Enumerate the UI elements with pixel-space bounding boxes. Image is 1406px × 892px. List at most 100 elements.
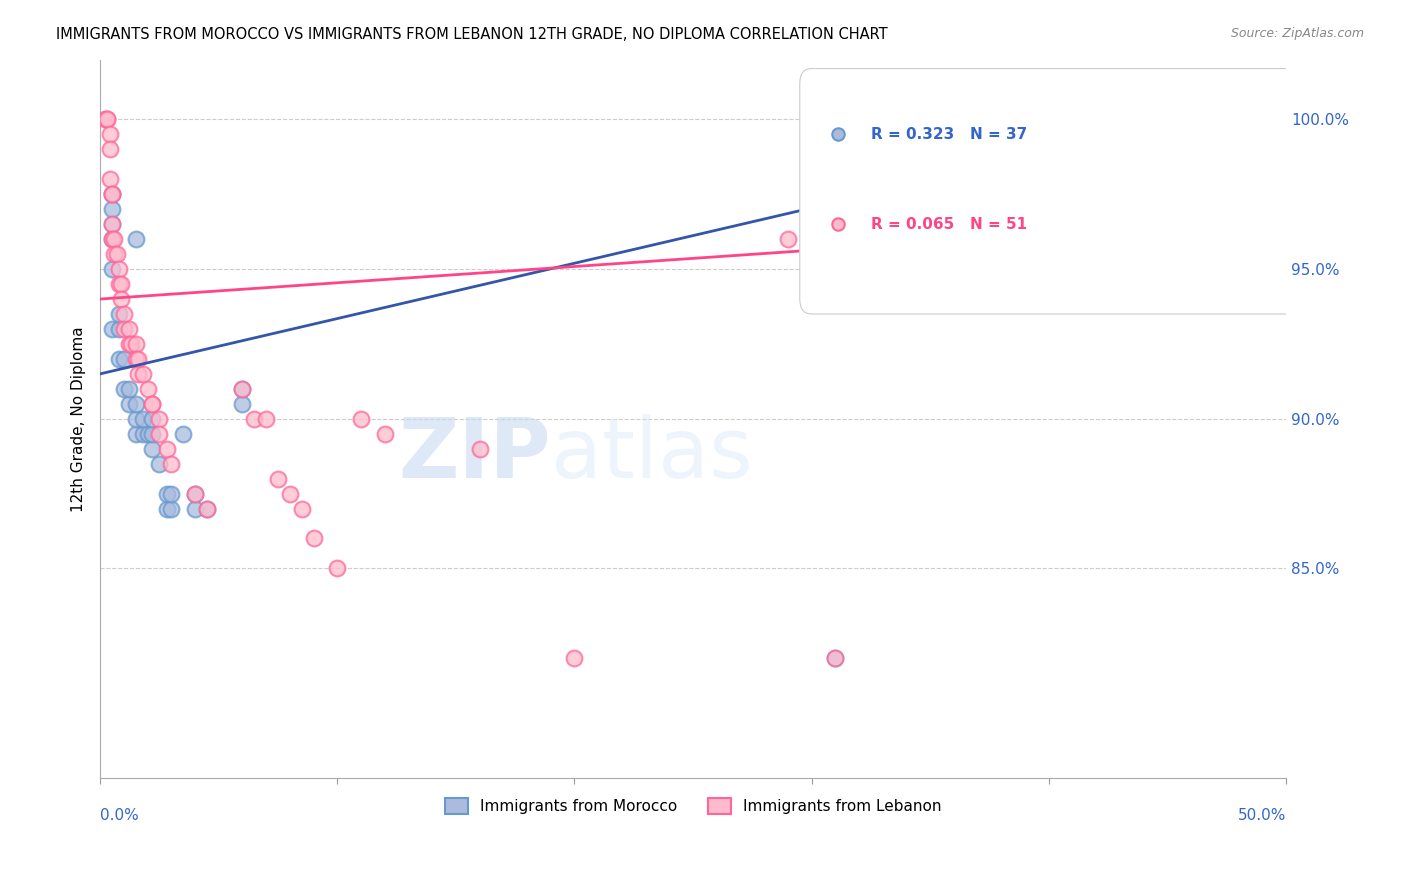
Text: R = 0.323   N = 37: R = 0.323 N = 37 [870,127,1028,142]
Point [112,351,135,366]
Point [112,307,135,321]
Point [136,382,159,396]
Point [824,112,846,127]
Point [108,322,131,336]
Point [125,397,148,411]
Point [101,187,124,202]
Point [1180,112,1202,127]
Point [302,532,325,546]
Point [125,232,148,246]
Point [141,397,163,411]
Point [267,472,290,486]
Point [101,217,124,231]
Point [837,112,859,127]
Text: R = 0.065   N = 51: R = 0.065 N = 51 [870,217,1026,232]
Point [148,426,170,441]
Point [195,501,218,516]
Point [776,232,799,246]
Text: IMMIGRANTS FROM MOROCCO VS IMMIGRANTS FROM LEBANON 12TH GRADE, NO DIPLOMA CORREL: IMMIGRANTS FROM MOROCCO VS IMMIGRANTS FR… [56,27,887,42]
Point [172,426,194,441]
Point [231,382,253,396]
Point [468,442,491,456]
Y-axis label: 12th Grade, No Diploma: 12th Grade, No Diploma [72,326,86,512]
Point [103,232,125,246]
Point [112,382,135,396]
Point [98,172,121,186]
Point [112,322,135,336]
Point [132,426,155,441]
Point [350,411,373,425]
Point [117,337,139,351]
Point [195,501,218,516]
Point [101,187,124,202]
Text: Source: ZipAtlas.com: Source: ZipAtlas.com [1230,27,1364,40]
Point [141,442,163,456]
Point [141,411,163,425]
Point [125,337,148,351]
Point [160,486,183,500]
Point [96,112,118,127]
Point [155,501,177,516]
Point [110,292,132,306]
Point [155,486,177,500]
Point [132,367,155,381]
Legend: Immigrants from Morocco, Immigrants from Lebanon: Immigrants from Morocco, Immigrants from… [439,792,948,821]
Point [148,411,170,425]
Point [101,202,124,217]
Text: 50.0%: 50.0% [1237,808,1286,823]
Point [184,501,207,516]
Point [96,112,118,127]
Point [108,307,131,321]
Point [108,351,131,366]
Point [101,322,124,336]
Point [564,651,586,665]
Point [101,217,124,231]
Point [108,277,131,291]
Point [101,262,124,277]
Point [101,232,124,246]
Point [101,187,124,202]
FancyBboxPatch shape [800,69,1346,314]
Point [132,411,155,425]
Point [98,142,121,156]
Point [127,351,149,366]
Point [291,501,314,516]
Point [105,247,128,261]
Point [136,426,159,441]
Point [231,397,253,411]
Point [98,128,121,142]
Text: atlas: atlas [551,414,752,495]
Point [110,277,132,291]
Point [326,561,349,575]
Point [184,486,207,500]
Text: 0.0%: 0.0% [100,808,139,823]
Point [243,411,266,425]
Point [155,442,177,456]
Point [184,486,207,500]
Point [160,501,183,516]
Point [141,397,163,411]
Point [824,651,846,665]
Point [101,232,124,246]
Point [827,217,849,231]
Point [117,397,139,411]
Point [160,457,183,471]
Point [254,411,277,425]
Point [148,457,170,471]
Point [827,128,849,142]
Point [278,486,301,500]
Point [103,247,125,261]
Point [117,322,139,336]
Point [117,382,139,396]
Point [125,426,148,441]
Point [94,112,117,127]
Point [374,426,396,441]
Point [120,337,142,351]
Point [824,651,846,665]
Text: ZIP: ZIP [398,414,551,495]
Point [125,351,148,366]
Point [108,262,131,277]
Point [231,382,253,396]
Point [127,367,149,381]
Point [125,411,148,425]
